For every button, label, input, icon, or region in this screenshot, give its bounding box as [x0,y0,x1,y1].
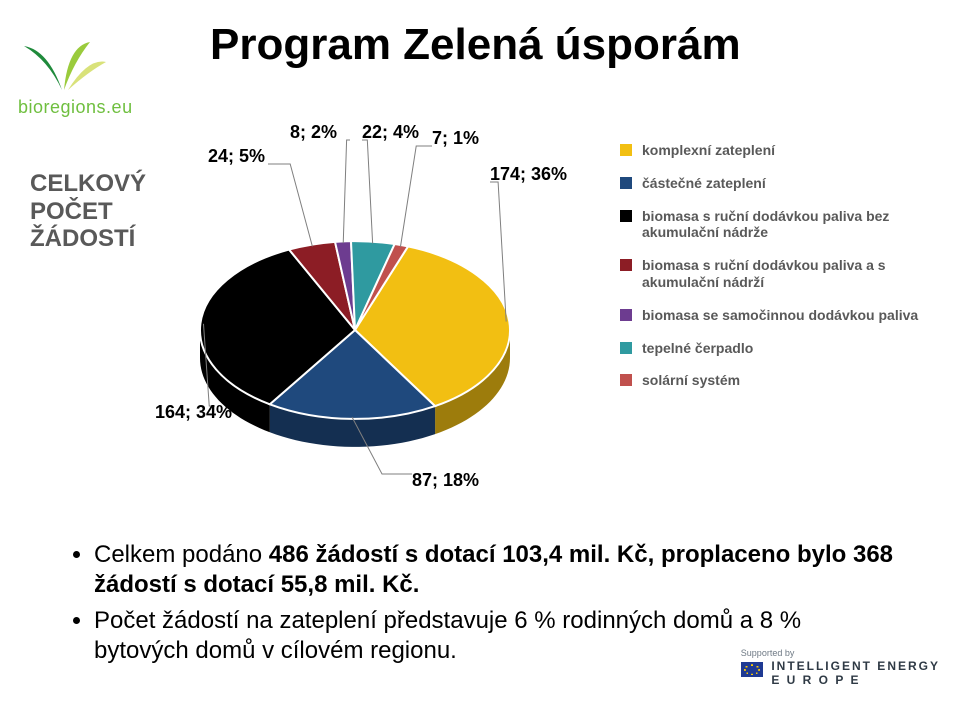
bullet-1-prefix: Celkem podáno [94,541,269,568]
legend-item: biomasa s ruční dodávkou paliva bez akum… [620,208,940,242]
bullet-1: Celkem podáno 486 žádostí s dotací 103,4… [94,540,900,600]
legend-swatch [620,177,632,189]
legend-text: komplexní zateplení [642,142,775,159]
legend-item: tepelné čerpadlo [620,340,940,357]
legend-text: solární systém [642,372,740,389]
legend-item: solární systém [620,372,940,389]
brand-name: bioregions.eu [18,97,178,118]
legend-swatch [620,342,632,354]
pie-label-biomasa-s: 24; 5% [208,146,265,167]
page-title: Program Zelená úsporám [210,20,741,70]
legend-text: tepelné čerpadlo [642,340,753,357]
supported-by-text: Supported by [741,648,940,658]
side-label: CELKOVÝPOČETŽÁDOSTÍ [30,170,146,253]
legend-text: biomasa se samočinnou dodávkou paliva [642,307,918,324]
legend-item: biomasa s ruční dodávkou paliva a s akum… [620,257,940,291]
legend-item: komplexní zateplení [620,142,940,159]
pie-label-biomasa-samo: 8; 2% [290,122,337,143]
legend-text: částečné zateplení [642,175,766,192]
legend-swatch [620,259,632,271]
pie-label-castecne: 87; 18% [412,470,479,491]
legend: komplexní zateplení částečné zateplení b… [620,142,940,405]
pie-label-biomasa-bez: 164; 34% [155,402,232,423]
leaf-icon [18,40,108,95]
iee-line2: E U R O P E [771,674,940,687]
brand-logo: bioregions.eu [18,40,178,118]
legend-swatch [620,309,632,321]
legend-item: částečné zateplení [620,175,940,192]
pie-label-komplexni: 174; 36% [490,164,567,185]
eu-flag-icon [741,662,763,677]
legend-swatch [620,144,632,156]
pie-label-tepelne: 22; 4% [362,122,419,143]
legend-item: biomasa se samočinnou dodávkou paliva [620,307,940,324]
legend-text: biomasa s ruční dodávkou paliva a s akum… [642,257,940,291]
slide: bioregions.eu Program Zelená úsporám CEL… [0,0,960,701]
iee-line1: INTELLIGENT ENERGY [771,660,940,673]
legend-swatch [620,210,632,222]
footer-supported: Supported by INTELLIGENT ENERGY E U R O … [741,648,940,687]
legend-swatch [620,374,632,386]
pie-label-solar: 7; 1% [432,128,479,149]
legend-text: biomasa s ruční dodávkou paliva bez akum… [642,208,940,242]
